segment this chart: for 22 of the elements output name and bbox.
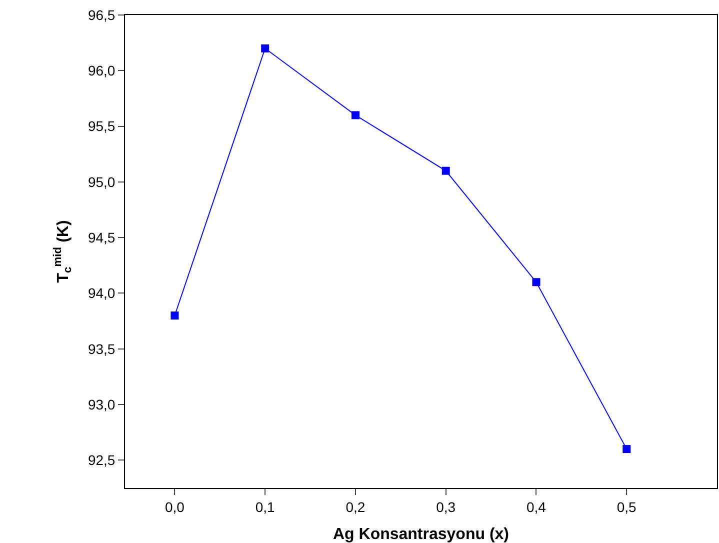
y-tick-label: 96,5 <box>88 6 116 23</box>
x-tick-label: 0,0 <box>164 498 185 515</box>
y-tick-label: 96,0 <box>88 62 116 79</box>
y-tick-label: 94,0 <box>88 285 116 302</box>
x-tick-label: 0,4 <box>526 498 546 515</box>
point <box>351 111 360 120</box>
x-tick-label: 0,3 <box>436 498 456 515</box>
y-tick-label: 92,5 <box>88 452 116 468</box>
x-axis-title: Ag Konsantrasyonu (x) <box>332 526 510 543</box>
point <box>532 278 540 286</box>
point <box>170 311 179 320</box>
point <box>442 166 450 175</box>
x-tick-label: 0,5 <box>616 498 637 515</box>
x-tick-label: 0,2 <box>346 498 366 515</box>
y-tick-label: 95,5 <box>88 118 116 134</box>
y-tick-label: 93,5 <box>88 340 116 357</box>
x-tick-label: 0,1 <box>255 498 276 515</box>
point <box>261 44 270 52</box>
y-tick-label: 93,0 <box>88 396 116 412</box>
y-tick-label: 94,5 <box>88 229 116 246</box>
y-tick-label: 95,0 <box>88 174 116 190</box>
point <box>622 445 631 454</box>
